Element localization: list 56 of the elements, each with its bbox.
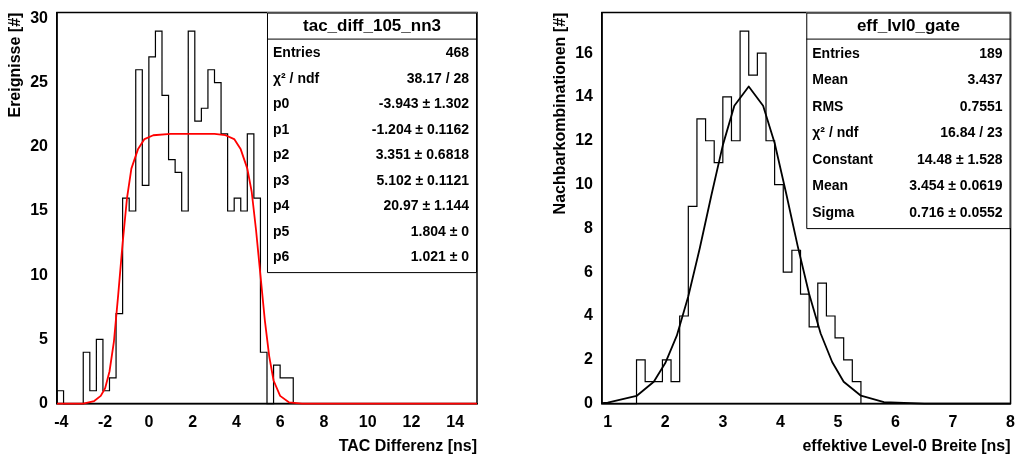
y-tick-label: 10 xyxy=(30,265,49,283)
text: Entries 468 xyxy=(273,44,469,61)
x-tick-label: 4 xyxy=(231,412,241,430)
text: p1 -1.204 ± 0.1162 xyxy=(273,120,469,137)
chart-title: eff_lvl0_gate xyxy=(856,16,960,36)
y-tick-label: 6 xyxy=(584,262,594,280)
x-tick-label: 7 xyxy=(948,412,958,430)
y-tick-label: 20 xyxy=(30,137,49,155)
y-tick-label: 15 xyxy=(30,201,49,219)
y-axis-title: Nachbarkombinationen [#] xyxy=(551,12,569,215)
text: p2 3.351 ± 0.6818 xyxy=(273,146,469,163)
text: Constant 14.48 ± 1.528 xyxy=(812,150,1003,167)
y-tick-label: 5 xyxy=(39,329,49,347)
x-axis-title: effektive Level-0 Breite [ns] xyxy=(802,436,1011,454)
x-tick-label: 0 xyxy=(144,412,154,430)
x-axis-title: TAC Differenz [ns] xyxy=(338,436,477,454)
x-tick-label: 2 xyxy=(660,412,670,430)
text: χ² / ndf 38.17 / 28 xyxy=(273,69,469,86)
y-tick-label: 8 xyxy=(584,218,594,236)
text: Mean 3.454 ± 0.0619 xyxy=(812,177,1003,194)
x-tick-label: 3 xyxy=(718,412,728,430)
x-tick-label: 1 xyxy=(603,412,613,430)
x-tick-label: -2 xyxy=(98,412,113,430)
text: p3 5.102 ± 0.1121 xyxy=(273,171,469,188)
x-tick-label: 5 xyxy=(833,412,843,430)
x-tick-label: 10 xyxy=(358,412,377,430)
text: p0 -3.943 ± 1.302 xyxy=(273,95,469,112)
y-tick-label: 4 xyxy=(584,306,594,324)
x-tick-label: 6 xyxy=(891,412,901,430)
text: Mean 3.437 xyxy=(812,71,1003,88)
x-tick-label: 2 xyxy=(188,412,198,430)
y-axis-title: Ereignisse [#] xyxy=(6,12,24,118)
x-tick-label: 4 xyxy=(775,412,785,430)
x-tick-label: 8 xyxy=(1006,412,1016,430)
x-tick-label: 8 xyxy=(319,412,329,430)
chart-title: tac_diff_105_nn3 xyxy=(303,16,441,36)
x-tick-label: 12 xyxy=(402,412,421,430)
x-tick-label: -4 xyxy=(54,412,69,430)
y-tick-label: 16 xyxy=(575,43,594,61)
x-tick-label: 6 xyxy=(275,412,285,430)
y-tick-label: 2 xyxy=(584,350,594,368)
text: p6 1.021 ± 0 xyxy=(273,248,469,265)
y-tick-label: 30 xyxy=(30,8,49,26)
x-tick-label: 14 xyxy=(446,412,465,430)
y-tick-label: 14 xyxy=(575,87,594,105)
y-tick-label: 0 xyxy=(39,394,49,412)
text: p5 1.804 ± 0 xyxy=(273,222,469,239)
y-tick-label: 10 xyxy=(575,174,594,192)
text: Entries 189 xyxy=(812,44,1003,61)
text: RMS 0.7551 xyxy=(812,97,1003,114)
y-tick-label: 25 xyxy=(30,72,49,90)
text: Sigma 0.716 ± 0.0552 xyxy=(812,203,1003,220)
text: p4 20.97 ± 1.144 xyxy=(273,197,469,214)
y-tick-label: 12 xyxy=(575,131,594,149)
text: χ² / ndf 16.84 / 23 xyxy=(812,124,1003,141)
y-tick-label: 0 xyxy=(584,394,594,412)
